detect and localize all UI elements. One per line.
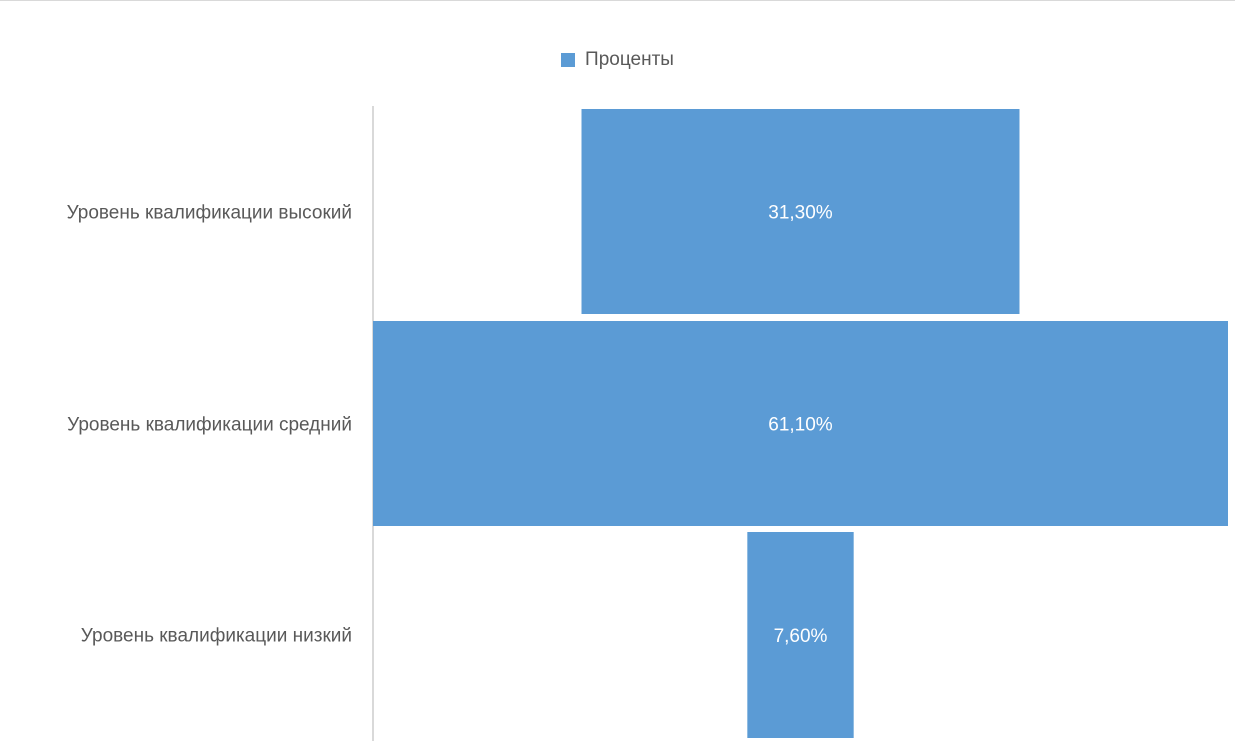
legend: Проценты [0,49,1235,71]
legend-label: Проценты [585,49,674,70]
data-label-3: 7,60% [774,626,828,647]
legend-swatch [561,53,576,67]
funnel-bar-1 [581,109,1020,314]
data-label-2: 61,10% [768,415,833,436]
category-label-3: Уровень квалификации низкий [81,626,352,647]
category-label-2: Уровень квалификации средний [67,415,352,436]
funnel-bar-3 [747,532,854,738]
category-label-1: Уровень квалификации высокий [67,203,352,224]
data-label-1: 31,30% [768,203,833,224]
funnel-bar-2 [373,321,1228,526]
